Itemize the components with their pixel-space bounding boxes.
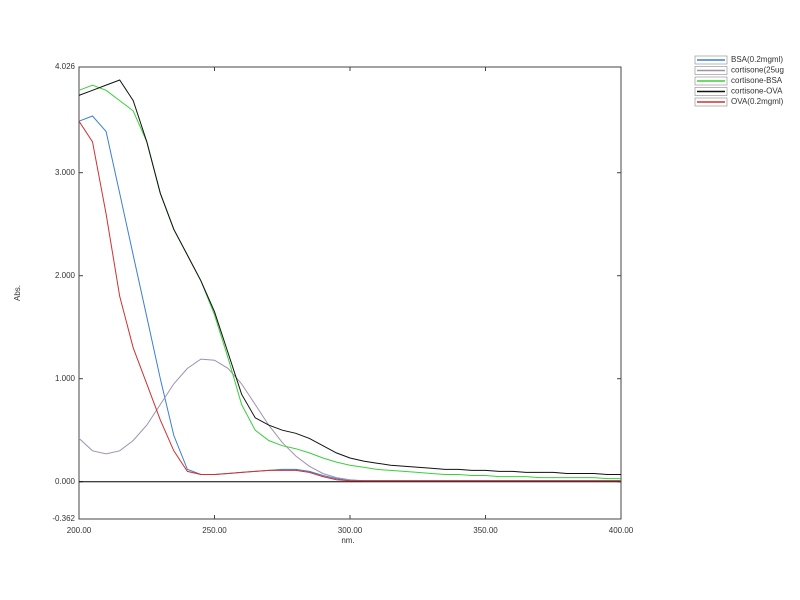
y-tick-label: 3.000 — [55, 168, 76, 177]
legend-label: OVA(0.2mgml) — [731, 97, 784, 106]
y-tick-label: 2.000 — [55, 271, 76, 280]
series-line — [78, 120, 621, 482]
plot-frame — [78, 66, 622, 520]
x-tick-label: 400.00 — [609, 526, 634, 535]
x-tick-label: 300.00 — [338, 526, 363, 535]
y-tick-label: 1.000 — [55, 374, 76, 383]
legend-label: cortisone(25ug — [731, 66, 784, 75]
y-tick-label: 0.000 — [55, 477, 76, 486]
legend-label: cortisone-BSA — [731, 76, 783, 85]
y-tick-label: 4.026 — [55, 62, 76, 71]
y-tick-label: -0.362 — [52, 514, 75, 523]
x-tick-label: 350.00 — [473, 526, 498, 535]
legend-label: cortisone-OVA — [731, 87, 783, 96]
series-line — [78, 115, 621, 482]
x-tick-label: 250.00 — [202, 526, 227, 535]
x-axis-label: nm. — [341, 536, 354, 545]
x-tick-label: 200.00 — [67, 526, 92, 535]
y-axis-label: Abs. — [13, 285, 22, 301]
series-line — [78, 79, 621, 475]
legend-label: BSA(0.2mgml) — [731, 55, 783, 64]
